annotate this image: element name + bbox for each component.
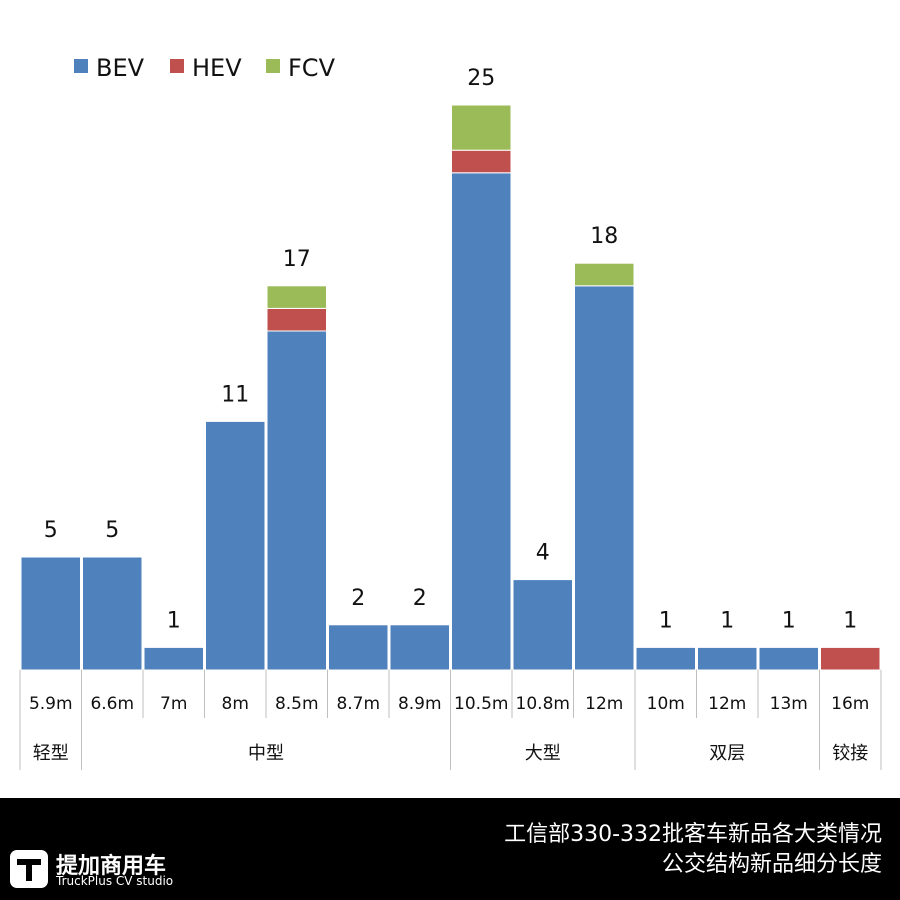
data-label: 1 xyxy=(843,608,857,633)
data-label: 2 xyxy=(413,586,427,611)
logo-subtitle: TruckPlus CV studio xyxy=(56,874,174,888)
group-label: 中型 xyxy=(248,743,284,764)
x-tick-label: 10m xyxy=(647,694,685,714)
group-label: 轻型 xyxy=(33,743,69,764)
data-label: 5 xyxy=(44,518,58,543)
data-label: 17 xyxy=(283,247,311,272)
x-tick-label: 12m xyxy=(585,694,623,714)
data-label: 1 xyxy=(720,608,734,633)
bar-segment-bev xyxy=(758,646,819,671)
data-label: 1 xyxy=(659,608,673,633)
caption-line-2: 公交结构新品细分长度 xyxy=(661,852,882,877)
footer-banner: 工信部330-332批客车新品各大类情况 公交结构新品细分长度 提加商用车 Tr… xyxy=(0,798,900,900)
bar-segment-bev xyxy=(328,624,389,671)
x-tick-label: 8.5m xyxy=(275,694,319,714)
bar-segment-hev xyxy=(451,149,512,174)
group-label: 大型 xyxy=(525,743,561,764)
bar-segment-bev xyxy=(635,646,696,671)
x-tick-label: 7m xyxy=(160,694,187,714)
x-tick-label: 8.9m xyxy=(398,694,442,714)
caption-line-1: 工信部330-332批客车新品各大类情况 xyxy=(504,822,882,847)
logo-mark-icon xyxy=(10,850,48,888)
bar-segment-bev xyxy=(205,420,266,671)
legend-label-bev: BEV xyxy=(96,54,145,82)
data-label: 4 xyxy=(536,541,550,566)
bar-segment-bev xyxy=(574,285,635,671)
bar-segment-bev xyxy=(697,646,758,671)
data-label: 18 xyxy=(590,224,618,249)
caption: 工信部330-332批客车新品各大类情况 公交结构新品细分长度 xyxy=(504,820,882,880)
legend-swatch-fcv xyxy=(266,59,280,73)
bar-segment-bev xyxy=(512,579,573,671)
group-label: 铰接 xyxy=(832,743,868,764)
bar-segment-hev xyxy=(266,307,327,332)
data-label: 25 xyxy=(467,66,495,91)
bar-segment-fcv xyxy=(574,262,635,287)
stacked-bar-chart: 55.9m56.6m17m118m178.5m28.7m28.9m2510.5m… xyxy=(19,54,882,770)
bar-segment-fcv xyxy=(266,285,327,309)
data-label: 2 xyxy=(351,586,365,611)
data-label: 1 xyxy=(167,608,181,633)
x-tick-label: 8m xyxy=(222,694,249,714)
bar-segment-fcv xyxy=(451,104,512,151)
x-tick-label: 6.6m xyxy=(90,694,134,714)
x-tick-label: 13m xyxy=(770,694,808,714)
bar-segment-hev xyxy=(820,646,881,671)
bar-segment-bev xyxy=(20,556,81,671)
brand-logo: 提加商用车 TruckPlus CV studio xyxy=(10,850,310,894)
x-tick-label: 12m xyxy=(708,694,746,714)
x-tick-label: 16m xyxy=(831,694,869,714)
x-tick-label: 10.5m xyxy=(454,694,508,714)
bar-segment-bev xyxy=(389,624,450,671)
legend-swatch-bev xyxy=(74,59,88,73)
legend-label-hev: HEV xyxy=(192,54,242,82)
legend-swatch-hev xyxy=(170,59,184,73)
group-label: 双层 xyxy=(709,743,745,764)
x-tick-label: 5.9m xyxy=(29,694,73,714)
x-tick-label: 10.8m xyxy=(516,694,570,714)
x-tick-label: 8.7m xyxy=(336,694,380,714)
data-label: 11 xyxy=(221,382,249,407)
bar-segment-bev xyxy=(143,646,204,671)
logo-name: 提加商用车 xyxy=(56,854,167,879)
bar-segment-bev xyxy=(451,172,512,671)
data-label: 1 xyxy=(782,608,796,633)
legend-label-fcv: FCV xyxy=(288,54,336,82)
bar-segment-bev xyxy=(82,556,143,671)
bar-segment-bev xyxy=(266,330,327,671)
data-label: 5 xyxy=(105,518,119,543)
